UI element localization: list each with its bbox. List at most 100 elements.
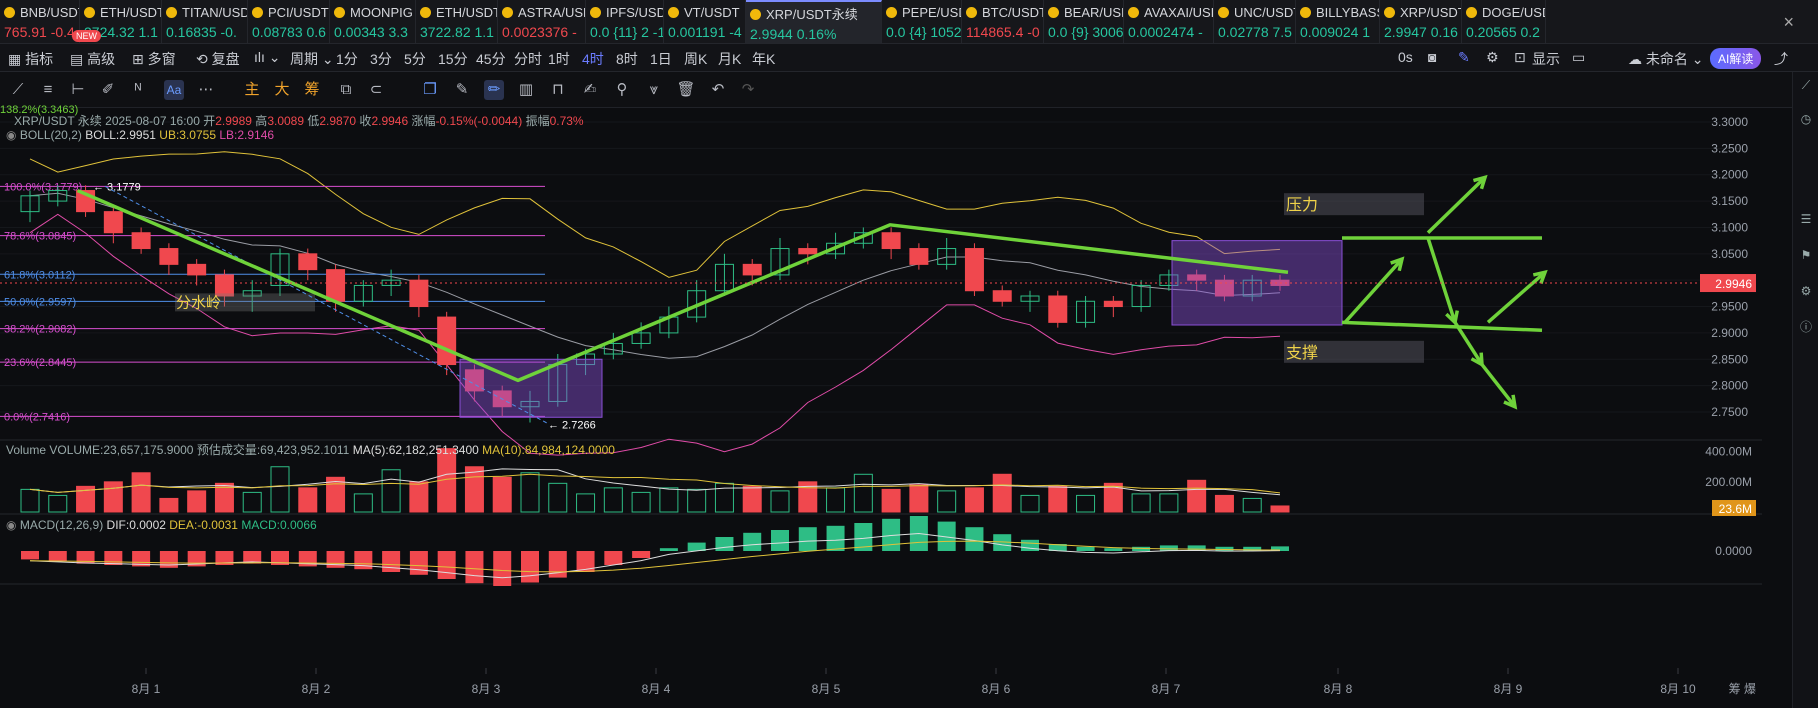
period-option[interactable]: 1时 — [548, 51, 570, 67]
period-option[interactable]: 周K — [684, 51, 708, 67]
ticker-tab[interactable]: ASTRA/USDT 0.0023376 - — [498, 0, 586, 43]
ticker-tab[interactable]: ETH/USDT 3722.82 1.1 — [416, 0, 498, 43]
period-option[interactable]: 45分 — [476, 51, 506, 67]
redo-icon[interactable]: ↷ — [741, 81, 755, 98]
macd-bar — [493, 551, 512, 586]
layout-icon[interactable]: ⊡ — [1514, 49, 1526, 65]
note-icon[interactable]: ✍ — [583, 81, 597, 98]
ticker-tab[interactable]: VT/USDT 0.001191 -4 — [664, 0, 746, 43]
ticker-tab[interactable]: MOONPIG 0.00343 3.3 — [330, 0, 416, 43]
ticker-tab[interactable]: BNB/USDT 765.91 -0.4 — [0, 0, 80, 43]
big-indicator-button[interactable]: 大 — [274, 81, 290, 98]
ticker-tab[interactable]: TITAN/USDT 0.16835 -0. — [162, 0, 248, 43]
lock-icon[interactable]: ⊓ — [552, 81, 564, 98]
more-tools-icon[interactable]: ⋯ — [198, 81, 214, 98]
change-label: 涨幅 — [411, 114, 436, 128]
magic-icon[interactable]: ⚲ — [616, 81, 628, 98]
eye-icon[interactable]: ◉ — [6, 518, 17, 532]
candle-icon[interactable]: ▥ — [518, 81, 534, 98]
ticker-tab[interactable]: IPFS/USDT 0.0 {11} 2 -1: — [586, 0, 664, 43]
period-option[interactable]: 分时 — [514, 51, 542, 67]
coin-icon — [1300, 7, 1311, 18]
settings-icon[interactable]: ⚙ — [1486, 49, 1499, 65]
coin-icon — [4, 7, 15, 18]
ticker-tab[interactable]: PEPE/USDT 0.0 {4} 10527 — [882, 0, 962, 43]
period-option[interactable]: 1日 — [650, 51, 672, 67]
ticker-tab[interactable]: ETH/USDT 3724.32 1.1 — [80, 0, 162, 43]
flag-icon[interactable]: ⚑ — [1800, 248, 1812, 262]
share-icon[interactable]: ⤴ — [1774, 51, 1788, 67]
eye-icon[interactable]: ◉ — [6, 128, 17, 142]
fib-level-label: 78.6%(3.0845) — [4, 231, 76, 243]
pen-active-icon[interactable]: ✏ — [484, 80, 504, 100]
ticker-tab[interactable]: XRP/USDT 2.9947 0.16 — [1380, 0, 1462, 43]
main-indicator-button[interactable]: 主 — [244, 81, 260, 98]
period-option[interactable]: 15分 — [438, 51, 468, 67]
info-icon[interactable]: ⓘ — [1799, 320, 1812, 334]
replay-icon: ⟲ — [196, 51, 208, 67]
pressure-band — [1284, 193, 1424, 216]
cloud-layout-button[interactable]: ☁ 未命名 ⌄ — [1628, 49, 1704, 69]
ticker-tab[interactable]: DOGE/USDT 0.20565 0.2 — [1462, 0, 1546, 43]
clock-icon[interactable]: ◷ — [1800, 112, 1812, 126]
ruler-icon[interactable]: ✎ — [455, 81, 469, 98]
ticker-tab[interactable]: BILLYBASS 0.009024 1 — [1296, 0, 1380, 43]
ticker-symbol: UNC/USDT — [1218, 5, 1295, 21]
ticker-tab[interactable]: PCI/USDT 0.08783 0.6 — [248, 0, 330, 43]
chart-svg[interactable]: 100.0%(3.1779) 78.6%(3.0845) 61.8%(3.0112)… — [0, 108, 1762, 708]
period-option[interactable]: 年K — [752, 51, 776, 67]
period-dropdown[interactable]: 周期 ⌄ — [290, 49, 334, 69]
filter-icon[interactable]: ⩔ — [649, 81, 659, 98]
volume-bar — [1270, 505, 1290, 513]
pressure-label: 压力 — [1286, 196, 1318, 214]
coin-icon — [668, 7, 679, 18]
ticker-tab[interactable]: BTC/USDT 114865.4 -0 — [962, 0, 1044, 43]
list-icon[interactable]: ☰ — [1800, 212, 1812, 226]
close-label: 收 — [359, 114, 372, 128]
chart-area[interactable]: 100.0%(3.1779) 78.6%(3.0845) 61.8%(3.0112)… — [0, 104, 1762, 708]
period-option[interactable]: 月K — [718, 51, 742, 67]
ticker-tab[interactable]: XRP/USDT永续 2.9944 0.16% — [746, 0, 882, 43]
display-button[interactable]: 显示 — [1532, 51, 1560, 67]
period-option[interactable]: 1分 — [336, 51, 358, 67]
settings-icon[interactable]: ⚙ — [1800, 284, 1812, 298]
period-option[interactable]: 8时 — [616, 51, 638, 67]
chart-type-button[interactable]: ılı ⌄ — [254, 49, 281, 66]
magnet-icon[interactable]: ⊂ — [369, 81, 383, 98]
volume-bar — [214, 482, 234, 513]
ticker-tab[interactable]: UNC/USDT 0.02778 7.5 — [1214, 0, 1296, 43]
period-option[interactable]: 3分 — [370, 51, 392, 67]
copy-icon[interactable]: ❐ — [423, 81, 437, 98]
edit-icon[interactable]: ✎ — [1458, 49, 1470, 65]
multi-window-button[interactable]: ⊞ 多窗 — [132, 49, 176, 69]
panel-icon[interactable]: ▭ — [1572, 49, 1586, 65]
compare-icon[interactable]: ⧉ — [340, 81, 352, 98]
period-option[interactable]: 4时 — [582, 51, 604, 67]
ticker-tab[interactable]: BEAR/USDT 0.0 {9} 3006 — [1044, 0, 1124, 43]
text-tool-icon[interactable]: Aa — [164, 80, 184, 100]
advanced-button[interactable]: ▤ 高级 — [70, 49, 115, 69]
ai-analysis-button[interactable]: AI解读 — [1710, 48, 1762, 69]
ticker-tab[interactable]: AVAXAI/USDT 0.0002474 - — [1124, 0, 1214, 43]
ticker-symbol: MOONPIG — [334, 5, 415, 21]
coin-icon — [1128, 7, 1139, 18]
undo-icon[interactable]: ↶ — [711, 81, 725, 98]
horizontal-ray-icon[interactable]: ⊢ — [71, 81, 85, 98]
chip-indicator-button[interactable]: 筹 — [304, 81, 320, 98]
tools-icon[interactable]: ⟋ — [1801, 78, 1811, 92]
trend-line-icon[interactable]: ⟋ — [12, 81, 24, 98]
macd-bar — [965, 527, 984, 551]
close-icon[interactable]: × — [1783, 12, 1794, 32]
replay-button[interactable]: ⟲ 复盘 — [196, 49, 240, 69]
volume-bar — [659, 487, 679, 513]
period-option[interactable]: 5分 — [404, 51, 426, 67]
volume-legend: Volume VOLUME:23,657,175.9000 预估成交量:69,4… — [6, 441, 615, 458]
trash-icon[interactable]: 🗑 — [676, 81, 696, 98]
camera-icon[interactable]: ◙ — [1428, 49, 1437, 65]
brush-icon[interactable]: ✐ — [101, 81, 115, 98]
pattern-icon[interactable]: ᴺ — [134, 81, 142, 98]
horizontal-lines-icon[interactable]: ≡ — [43, 81, 53, 98]
time-label: 8月 3 — [472, 682, 501, 696]
indicators-button[interactable]: ▦ 指标 — [8, 49, 53, 69]
macd-bar — [993, 534, 1012, 551]
